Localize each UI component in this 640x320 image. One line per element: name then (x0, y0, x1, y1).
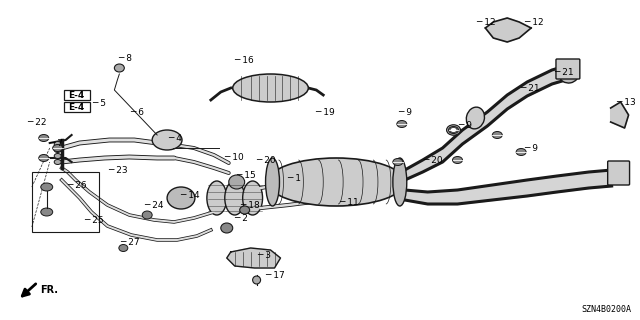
Text: ─ 11: ─ 11 (339, 197, 359, 206)
Polygon shape (611, 102, 628, 128)
Text: ─ 9: ─ 9 (458, 121, 472, 130)
Text: ─ 2: ─ 2 (234, 213, 248, 222)
Text: ─ 5: ─ 5 (93, 99, 106, 108)
Ellipse shape (167, 187, 195, 209)
Ellipse shape (492, 132, 502, 139)
Ellipse shape (243, 181, 262, 215)
Text: ─ 27: ─ 27 (120, 237, 140, 246)
Ellipse shape (142, 211, 152, 219)
Ellipse shape (54, 141, 61, 147)
Bar (63, 90, 90, 100)
Text: ─ 12: ─ 12 (476, 18, 496, 27)
Text: ─ 26: ─ 26 (67, 180, 86, 189)
Ellipse shape (52, 145, 63, 151)
Text: ─ 20: ─ 20 (422, 156, 442, 164)
Ellipse shape (393, 158, 407, 206)
Ellipse shape (450, 128, 457, 132)
Ellipse shape (233, 74, 308, 102)
Ellipse shape (54, 159, 61, 164)
Ellipse shape (115, 64, 124, 72)
Ellipse shape (39, 134, 49, 141)
Text: ─ 25: ─ 25 (84, 215, 104, 225)
Text: ─ 4: ─ 4 (168, 133, 182, 142)
Ellipse shape (253, 276, 260, 284)
Ellipse shape (268, 158, 404, 206)
Ellipse shape (41, 183, 52, 191)
Text: ─ 21: ─ 21 (554, 68, 573, 76)
Ellipse shape (559, 65, 579, 83)
Ellipse shape (467, 107, 484, 129)
Text: ─ 8: ─ 8 (118, 53, 132, 62)
Text: ─ 18: ─ 18 (240, 201, 259, 210)
Text: ─ 9: ─ 9 (398, 108, 412, 116)
Text: ─ 14: ─ 14 (180, 190, 200, 199)
Polygon shape (227, 248, 280, 268)
Text: ─ 3: ─ 3 (257, 252, 271, 260)
Ellipse shape (393, 158, 403, 165)
Text: ─ 22: ─ 22 (27, 117, 46, 126)
Bar (32, 172, 99, 232)
Ellipse shape (54, 148, 61, 153)
Text: ─ 7: ─ 7 (49, 139, 63, 148)
Polygon shape (485, 18, 531, 42)
Bar (63, 102, 90, 112)
Ellipse shape (240, 206, 250, 214)
Text: E-4: E-4 (68, 91, 84, 100)
Ellipse shape (449, 126, 458, 133)
Text: ─ 10: ─ 10 (224, 153, 244, 162)
Text: ─ 9: ─ 9 (524, 143, 538, 153)
Ellipse shape (54, 154, 61, 158)
Ellipse shape (516, 148, 526, 156)
Text: ─ 20: ─ 20 (255, 156, 275, 164)
Ellipse shape (452, 156, 463, 164)
Ellipse shape (119, 244, 128, 252)
Ellipse shape (39, 155, 49, 162)
Ellipse shape (207, 181, 227, 215)
Ellipse shape (447, 125, 461, 135)
Ellipse shape (152, 130, 182, 150)
Ellipse shape (266, 158, 280, 206)
Text: ─ 13: ─ 13 (616, 98, 636, 107)
FancyBboxPatch shape (556, 59, 580, 79)
Text: ─ 21: ─ 21 (520, 84, 540, 92)
Text: ─ 12: ─ 12 (524, 18, 544, 27)
Ellipse shape (225, 181, 244, 215)
Text: FR.: FR. (40, 285, 58, 295)
Text: ─ 16: ─ 16 (234, 55, 253, 65)
Ellipse shape (228, 175, 244, 189)
Text: ─ 15: ─ 15 (236, 171, 255, 180)
Text: ─ 19: ─ 19 (316, 108, 335, 116)
Text: E-4: E-4 (68, 102, 84, 111)
Text: SZN4B0200A: SZN4B0200A (582, 305, 632, 314)
Text: ─ 17: ─ 17 (266, 271, 285, 281)
Text: ─ 23: ─ 23 (108, 165, 128, 174)
Text: ─ 1: ─ 1 (287, 173, 301, 182)
Ellipse shape (221, 223, 233, 233)
Text: ─ 6: ─ 6 (131, 108, 144, 116)
FancyBboxPatch shape (608, 161, 630, 185)
Ellipse shape (397, 121, 407, 127)
Ellipse shape (41, 208, 52, 216)
Text: ─ 24: ─ 24 (144, 201, 164, 210)
